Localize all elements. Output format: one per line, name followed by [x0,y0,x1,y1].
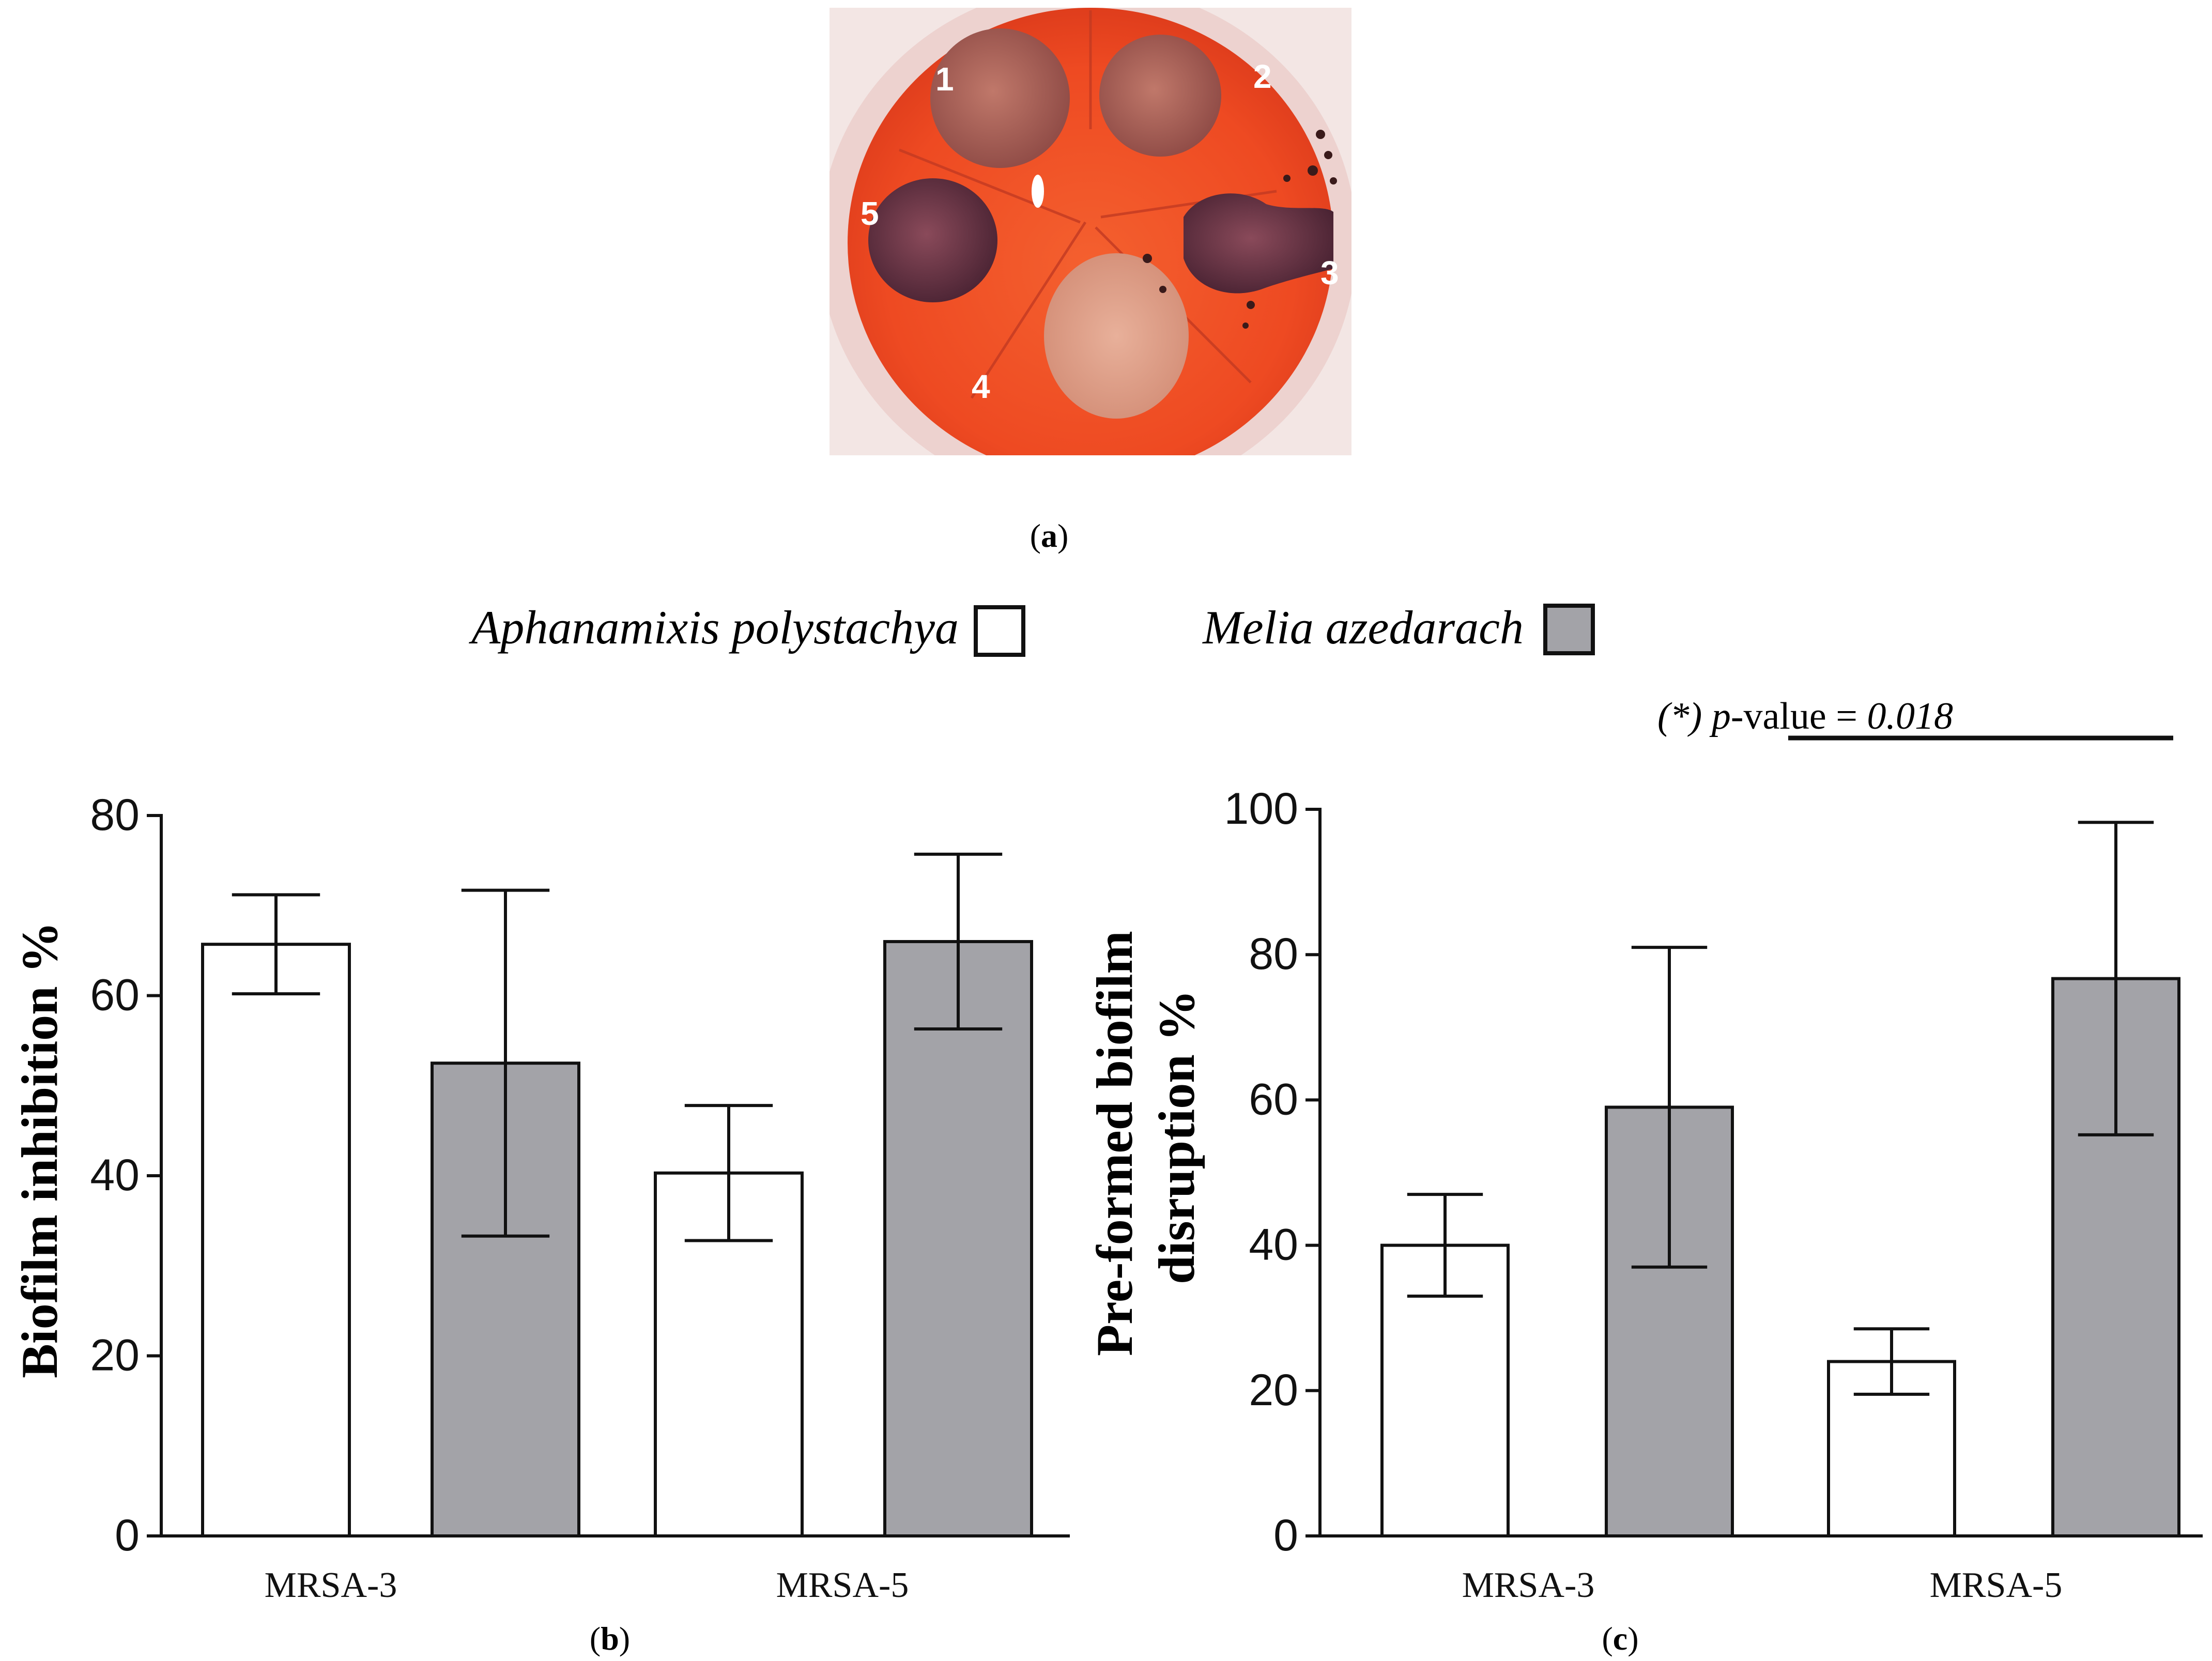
plate-label-2: 2 [1253,58,1272,95]
caption-c: (c) [1602,1620,1638,1657]
chart-c: Pre-formed biofilm disruption % 0 20 40 60 8… [1086,784,2203,1657]
legend-swatch-melia [1543,604,1595,655]
significance-annotation: (*) p-value = 0.018 [1657,695,2173,741]
chart-c-category-label: MRSA-3 [1462,1565,1595,1605]
chart-c-category-label: MRSA-5 [1930,1565,2063,1605]
chart-c-y-tick-label: 20 [1249,1365,1298,1415]
chart-c-y-tick-label: 60 [1249,1074,1298,1124]
chart-b-bar [201,943,351,1537]
chart-b-bar [883,940,1033,1537]
chart-b-y-tick-label: 20 [90,1331,140,1380]
chart-c-y-tick-label: 100 [1224,784,1299,834]
p-value-text: (*) p-value = 0.018 [1657,695,1953,737]
culture-plate-photo: 1 2 3 4 5 [830,8,1351,455]
chart-c-category-labels: MRSA-3 MRSA-5 [1462,1565,2063,1605]
chart-b-y-tick-label: 40 [90,1150,140,1200]
chart-b-category-label: MRSA-3 [265,1565,397,1605]
chart-b-ylabel: Biofilm inhibition % [11,921,68,1378]
plate-label-5: 5 [861,195,879,232]
chart-b-category-labels: MRSA-3 MRSA-5 [265,1565,909,1605]
chart-c-ylabel-line-2: disruption % [1148,990,1205,1284]
chart-b-y-tick-label: 80 [90,790,140,840]
plate-label-3: 3 [1320,254,1339,291]
legend-label-melia: Melia azedarach [1202,601,1524,654]
caption-b: (b) [590,1620,630,1657]
chart-c-bars [1380,821,2180,1538]
colony-2 [1099,35,1221,157]
bubbles [1143,130,1337,329]
colony-5 [868,178,997,302]
colony-3 [1184,193,1333,294]
legend-label-aphanamixis: Aphanamixis polystachya [468,601,959,654]
legend-swatch-aphanamixis [974,605,1025,657]
chart-b-category-label: MRSA-5 [776,1565,909,1605]
light-reflection [1032,175,1044,208]
colony-1 [930,28,1070,168]
caption-a: (a) [1030,517,1069,554]
chart-c-y-tick-label: 40 [1249,1220,1298,1270]
chart-c-ylabel-line-1: Pre-formed biofilm [1086,931,1143,1356]
plate-label-4: 4 [972,368,990,405]
chart-b-bars [201,852,1033,1537]
chart-c-axes: 0 20 40 60 80 100 [1224,784,2203,1560]
chart-b-y-tick-label: 0 [115,1511,140,1560]
chart-b-y-tick-label: 60 [90,971,140,1020]
chart-c-ylabel: Pre-formed biofilm disruption % [1086,918,1205,1356]
chart-c-y-tick-label: 0 [1273,1511,1298,1560]
legend: Aphanamixis polystachya Melia azedarach [468,601,1595,657]
chart-c-y-tick-label: 80 [1249,929,1298,979]
plate-label-1: 1 [935,60,954,98]
plate-number-labels: 1 2 3 4 5 [861,58,1339,405]
colony-4 [1044,253,1189,419]
